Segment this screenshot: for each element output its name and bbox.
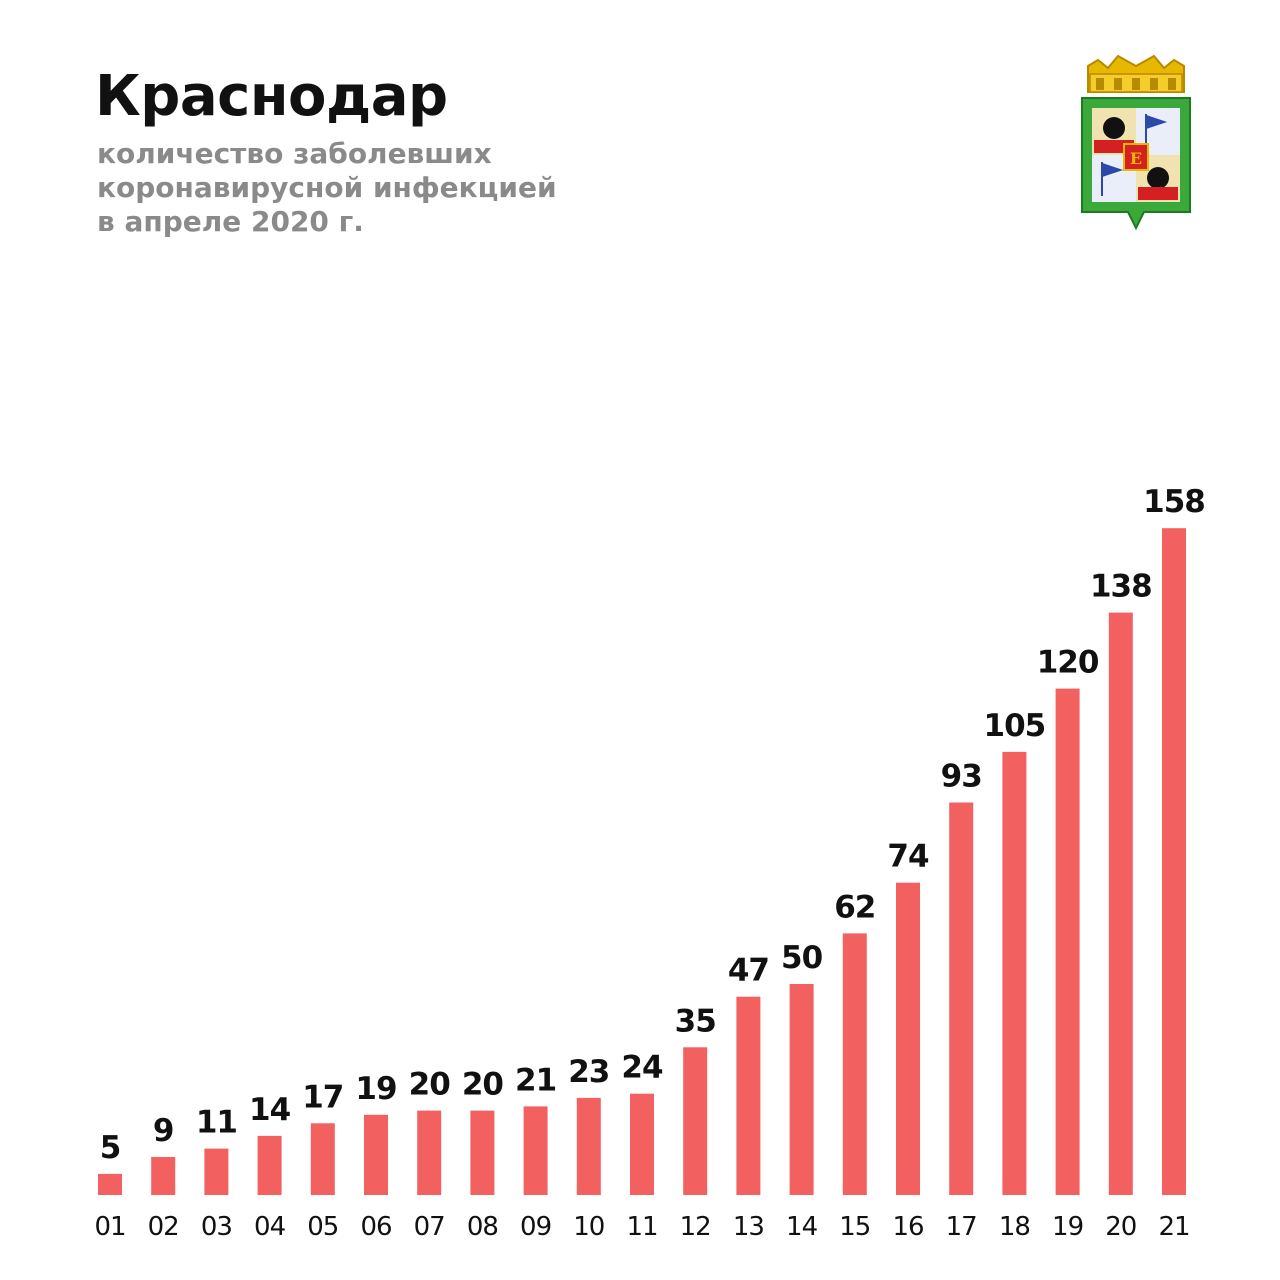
krasnodar-coat-of-arms-icon: E	[1080, 52, 1192, 234]
bar-06	[364, 1114, 388, 1195]
subtitle-line-2: коронавирусной инфекцией	[97, 171, 557, 204]
bar-01	[98, 1173, 122, 1195]
value-label-20: 138	[1090, 569, 1152, 605]
x-tick-label-10: 10	[573, 1212, 604, 1242]
x-tick-label-17: 17	[946, 1212, 977, 1242]
x-tick-label-15: 15	[839, 1212, 870, 1242]
bar-16	[896, 882, 920, 1195]
bar-09	[523, 1106, 548, 1195]
value-label-17: 93	[941, 759, 982, 795]
bar-15	[842, 933, 867, 1195]
bar-03	[204, 1148, 229, 1195]
bar-18	[1002, 751, 1027, 1195]
coat-of-arms-graphic: E	[1081, 54, 1191, 231]
x-tick-label-21: 21	[1158, 1212, 1189, 1242]
x-tick-label-04: 04	[254, 1212, 286, 1242]
x-tick-label-12: 12	[680, 1212, 711, 1242]
bar-12	[683, 1047, 708, 1195]
x-tick-label-19: 19	[1052, 1212, 1083, 1242]
x-tick-label-08: 08	[467, 1212, 498, 1242]
bar-04	[257, 1135, 282, 1195]
value-label-21: 158	[1143, 484, 1205, 520]
value-label-02: 9	[153, 1113, 174, 1149]
x-tick-label-20: 20	[1105, 1212, 1136, 1242]
value-label-12: 35	[675, 1003, 716, 1039]
bar-21	[1162, 528, 1186, 1195]
x-tick-label-02: 02	[148, 1212, 179, 1242]
bar-13	[736, 996, 761, 1195]
value-label-05: 17	[302, 1079, 343, 1115]
bar-08	[470, 1110, 495, 1195]
value-label-19: 120	[1037, 645, 1099, 681]
bar-19	[1055, 688, 1080, 1195]
value-label-09: 21	[515, 1062, 556, 1098]
x-tick-label-14: 14	[786, 1212, 818, 1242]
value-label-07: 20	[409, 1067, 451, 1103]
value-label-11: 24	[621, 1050, 663, 1086]
x-tick-label-18: 18	[999, 1212, 1030, 1242]
value-label-08: 20	[462, 1067, 504, 1103]
subtitle-line-1: количество заболевших	[97, 137, 492, 170]
x-tick-label-13: 13	[733, 1212, 764, 1242]
bar-20	[1108, 612, 1133, 1195]
x-tick-label-05: 05	[307, 1212, 338, 1242]
bar-02	[151, 1157, 176, 1195]
value-label-06: 19	[355, 1071, 396, 1107]
x-tick-label-07: 07	[414, 1212, 445, 1242]
page-title: Краснодар	[95, 64, 448, 129]
svg-text:E: E	[1130, 149, 1142, 168]
x-tick-label-11: 11	[626, 1212, 657, 1242]
value-label-18: 105	[984, 708, 1046, 744]
value-label-03: 11	[196, 1105, 237, 1141]
x-tick-label-03: 03	[201, 1212, 232, 1242]
bar-11	[630, 1093, 654, 1195]
value-label-16: 74	[887, 839, 929, 875]
value-label-15: 62	[834, 889, 875, 925]
x-tick-label-01: 01	[94, 1212, 125, 1242]
value-label-13: 47	[728, 953, 769, 989]
value-label-01: 5	[100, 1130, 121, 1166]
chart-subtitle: количество заболевших коронавирусной инф…	[97, 137, 657, 239]
x-tick-label-16: 16	[892, 1212, 923, 1242]
bar-07	[417, 1110, 442, 1195]
bar-14	[789, 984, 814, 1195]
x-tick-label-09: 09	[520, 1212, 551, 1242]
value-label-10: 23	[568, 1054, 609, 1090]
bar-10	[576, 1097, 601, 1195]
value-label-14: 50	[781, 940, 823, 976]
value-label-04: 14	[249, 1092, 291, 1128]
bar-05	[310, 1123, 335, 1195]
subtitle-line-3: в апреле 2020 г.	[97, 205, 364, 238]
bar-17	[949, 802, 974, 1195]
x-tick-label-06: 06	[360, 1212, 391, 1242]
